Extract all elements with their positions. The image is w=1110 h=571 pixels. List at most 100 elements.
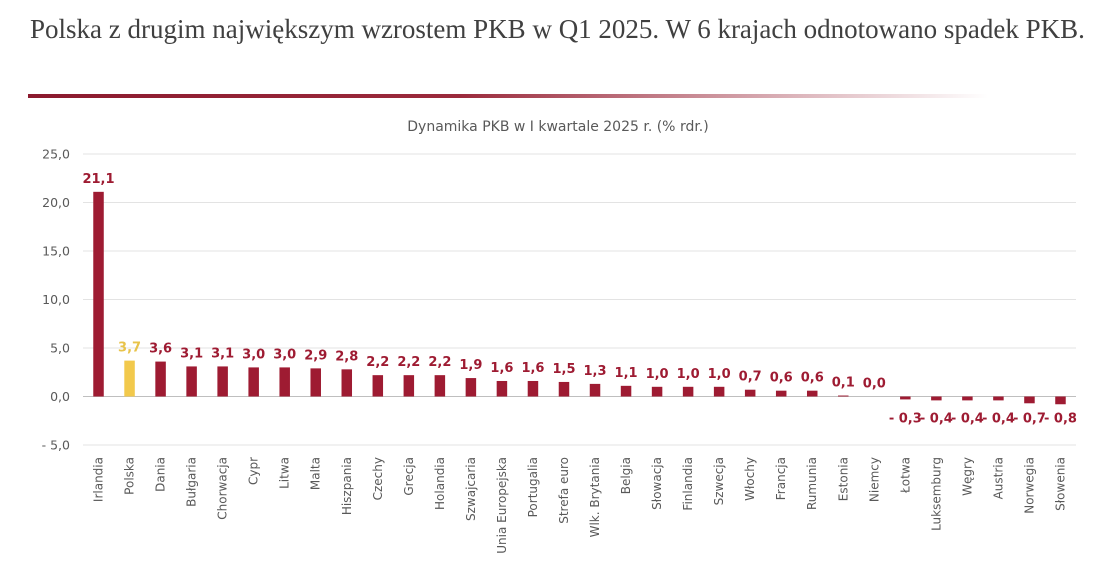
y-tick-label: 15,0 bbox=[42, 244, 70, 259]
data-label: 3,7 bbox=[118, 341, 141, 356]
bar-słowenia bbox=[1055, 396, 1066, 405]
bar-belgia bbox=[620, 385, 632, 397]
data-label: 2,8 bbox=[335, 349, 358, 364]
x-tick-label: Belgia bbox=[619, 457, 633, 494]
data-label: 1,3 bbox=[584, 364, 607, 379]
data-label: 3,0 bbox=[273, 347, 296, 362]
bar-holandia bbox=[434, 375, 446, 397]
data-labels: 21,1 3,7 3,6 3,1 3,1 3,0 3,0 2,9 2,8 2,2 2,2 2,2 1,9… bbox=[82, 172, 1076, 427]
y-axis: 25,0 20,0 15,0 10,0 5,0 0,0 - 5,0 bbox=[42, 147, 70, 453]
bar-irlandia bbox=[93, 191, 104, 397]
data-label: - 0,3 bbox=[889, 412, 922, 427]
data-label: 1,6 bbox=[490, 361, 513, 376]
x-tick-label: Irlandia bbox=[92, 457, 106, 502]
y-tick-label: 20,0 bbox=[42, 195, 70, 210]
data-label: - 0,4 bbox=[951, 412, 984, 427]
y-tick-label: - 5,0 bbox=[42, 438, 70, 453]
bar-francja bbox=[775, 390, 787, 397]
headline-divider bbox=[28, 94, 988, 98]
data-label: 1,0 bbox=[646, 367, 669, 382]
data-label: 1,0 bbox=[677, 367, 700, 382]
chart-title: Dynamika PKB w I kwartale 2025 r. (% rdr… bbox=[407, 119, 708, 135]
data-label: 21,1 bbox=[82, 172, 114, 187]
data-label: 3,0 bbox=[242, 347, 265, 362]
data-label: 1,5 bbox=[552, 362, 575, 377]
bar-cypr bbox=[248, 367, 259, 397]
x-tick-label: Łotwa bbox=[898, 457, 912, 494]
x-tick-label: Luksemburg bbox=[929, 457, 943, 531]
data-label: - 0,4 bbox=[920, 412, 953, 427]
page-headline: Polska z drugim największym wzrostem PKB… bbox=[30, 14, 1085, 44]
x-tick-label: Grecja bbox=[402, 457, 416, 496]
x-tick-label: Holandia bbox=[433, 457, 447, 510]
bar-włochy bbox=[744, 389, 756, 397]
bar-szwecja bbox=[713, 386, 725, 397]
bar-luksemburg bbox=[931, 396, 942, 401]
x-tick-label: Rumunia bbox=[805, 457, 819, 510]
bar-węgry bbox=[962, 396, 973, 401]
bar-hiszpania bbox=[341, 369, 353, 397]
data-label: - 0,4 bbox=[982, 412, 1015, 427]
bar-unia-europejska bbox=[496, 380, 508, 397]
x-tick-label: Litwa bbox=[278, 457, 292, 489]
chart-gridlines bbox=[83, 153, 1076, 446]
x-tick-label: Szwajcaria bbox=[464, 457, 478, 521]
bar-wlk.-brytania bbox=[589, 383, 601, 397]
x-tick-label: Estonia bbox=[836, 457, 850, 501]
bar-słowacja bbox=[651, 386, 663, 397]
bar-łotwa bbox=[900, 396, 911, 400]
data-label: 0,6 bbox=[801, 371, 824, 386]
bar-grecja bbox=[403, 375, 415, 397]
data-label: 2,2 bbox=[366, 355, 389, 370]
x-tick-label: Niemcy bbox=[867, 457, 881, 502]
x-tick-label: Węgry bbox=[960, 457, 974, 496]
data-label: 2,9 bbox=[304, 348, 327, 363]
x-tick-label: Finlandia bbox=[681, 457, 695, 511]
bar-szwajcaria bbox=[465, 378, 477, 397]
y-tick-label: 25,0 bbox=[42, 147, 70, 162]
bar-czechy bbox=[372, 375, 384, 397]
data-label: 2,2 bbox=[428, 355, 451, 370]
data-label: 3,1 bbox=[211, 346, 234, 361]
x-tick-label: Austria bbox=[991, 457, 1005, 499]
x-tick-label: Cypr bbox=[247, 457, 261, 485]
bar-dania bbox=[155, 361, 166, 397]
data-label: - 0,7 bbox=[1013, 412, 1046, 427]
x-tick-label: Szwecja bbox=[712, 457, 726, 505]
y-tick-label: 10,0 bbox=[42, 292, 70, 307]
data-label: 0,6 bbox=[770, 371, 793, 386]
x-tick-label: Portugalia bbox=[526, 457, 540, 517]
x-tick-label: Hiszpania bbox=[340, 457, 354, 515]
x-axis: Irlandia Polska Dania Bułgaria Chorwacja Cypr… bbox=[92, 457, 1068, 554]
bar-finlandia bbox=[682, 386, 694, 397]
data-label: 1,6 bbox=[521, 361, 544, 376]
x-tick-label: Francja bbox=[774, 457, 788, 500]
x-tick-label: Strefa euro bbox=[557, 457, 571, 524]
x-tick-label: Norwegia bbox=[1022, 457, 1036, 514]
data-label: - 0,8 bbox=[1044, 412, 1077, 427]
chart-bars bbox=[93, 191, 1066, 405]
bar-malta bbox=[310, 368, 321, 397]
bar-norwegia bbox=[1024, 396, 1035, 404]
data-label: 3,6 bbox=[149, 342, 172, 357]
bar-austria bbox=[993, 396, 1004, 401]
x-tick-label: Malta bbox=[309, 457, 323, 490]
x-tick-label: Polska bbox=[123, 457, 137, 495]
data-label: 0,1 bbox=[832, 376, 855, 391]
x-tick-label: Bułgaria bbox=[185, 457, 199, 507]
bar-litwa bbox=[279, 367, 290, 397]
bar-rumunia bbox=[806, 390, 818, 397]
data-label: 3,1 bbox=[180, 346, 203, 361]
y-tick-label: 5,0 bbox=[50, 341, 70, 356]
bar-strefa-euro bbox=[558, 381, 570, 397]
x-tick-label: Słowacja bbox=[650, 457, 664, 510]
bar-chorwacja bbox=[217, 366, 228, 397]
data-label: 1,9 bbox=[459, 358, 482, 373]
x-tick-label: Włochy bbox=[743, 457, 757, 501]
data-label: 2,2 bbox=[397, 355, 420, 370]
x-tick-label: Słowenia bbox=[1053, 457, 1067, 511]
x-tick-label: Wlk. Brytania bbox=[588, 457, 602, 537]
x-tick-label: Chorwacja bbox=[216, 457, 230, 520]
bar-polska bbox=[124, 360, 135, 397]
